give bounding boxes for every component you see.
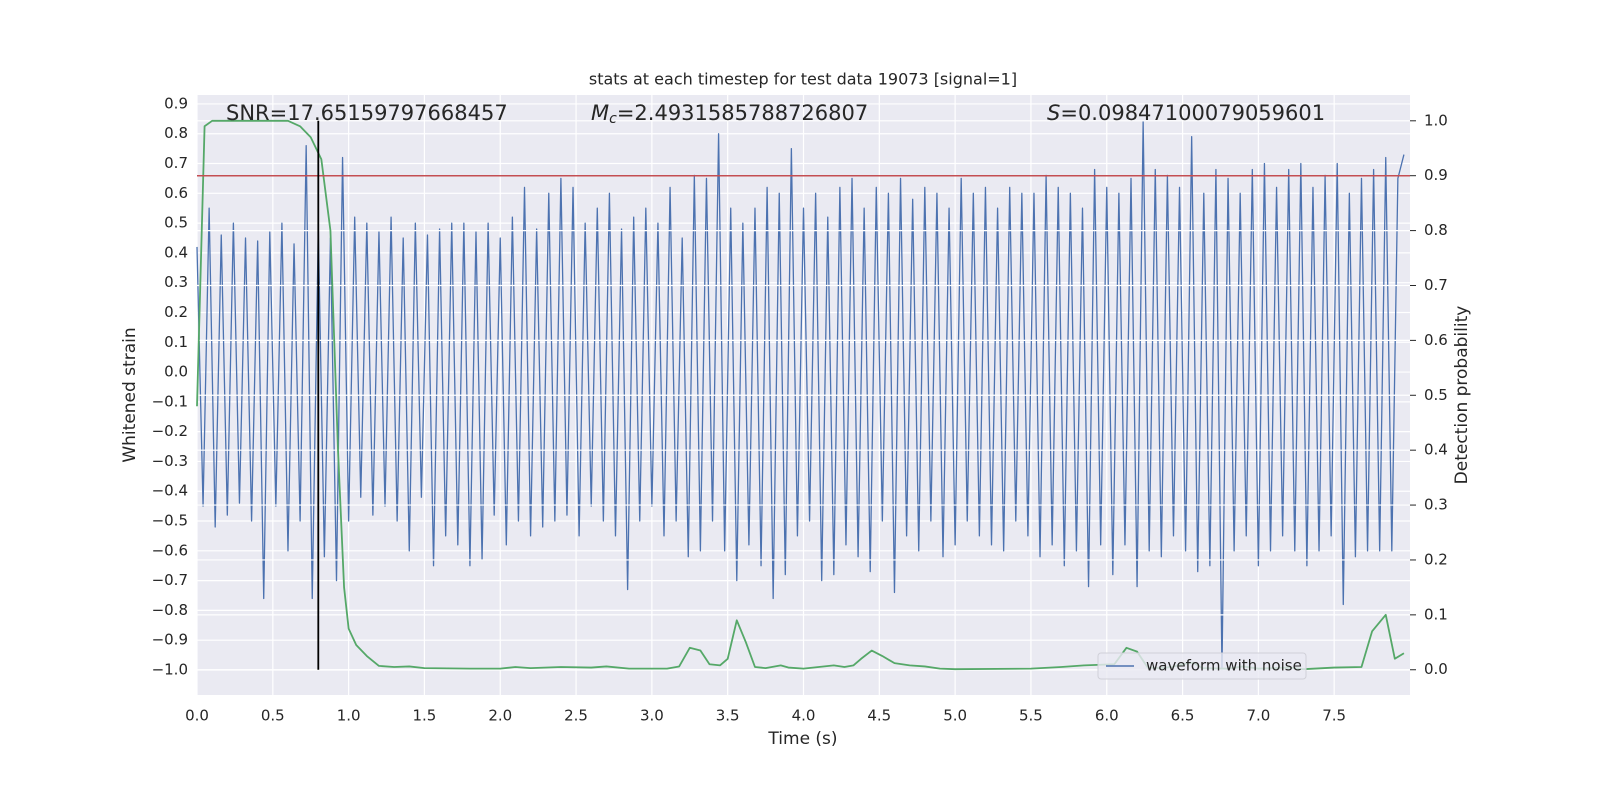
y2-tick-label: 0.9	[1424, 166, 1448, 184]
y-tick-label: 0.3	[164, 273, 188, 291]
y-tick-label: −0.5	[152, 512, 188, 530]
x-axis-label: Time (s)	[767, 729, 837, 749]
series-line	[196, 121, 1405, 671]
x-tick-label: 7.5	[1322, 707, 1346, 725]
annotation-text: =2.4931585788726807	[617, 101, 868, 125]
annotation: SNR=17.65159797668457	[226, 101, 508, 125]
y-tick-label: 0.8	[164, 124, 188, 142]
y-tick-label: 0.4	[164, 243, 188, 261]
y2-tick-label: 0.1	[1424, 605, 1448, 623]
annotation-symbol: S	[1047, 101, 1060, 125]
x-tick-label: 3.5	[716, 707, 740, 725]
legend-label: waveform with noise	[1146, 657, 1302, 675]
y-tick-label: 0.7	[164, 154, 188, 172]
x-tick-label: 2.5	[564, 707, 588, 725]
y2-tick-label: 0.3	[1424, 496, 1448, 514]
y2-tick-label: 0.0	[1424, 660, 1448, 678]
y2-tick-label: 0.7	[1424, 276, 1448, 294]
series-layer	[196, 121, 1405, 671]
x-tick-label: 5.5	[1019, 707, 1043, 725]
y-tick-label: −0.6	[152, 541, 188, 559]
x-tick-label: 5.0	[943, 707, 967, 725]
x-tick-label: 0.0	[185, 707, 209, 725]
legend-box	[1097, 652, 1307, 680]
y-tick-label: 0.2	[164, 303, 188, 321]
y-tick-label: −0.8	[152, 601, 188, 619]
x-tick-label: 0.5	[261, 707, 285, 725]
x-tick-label: 6.5	[1171, 707, 1195, 725]
y-tick-label: −0.9	[152, 631, 188, 649]
y2-tick-label: 0.4	[1424, 441, 1448, 459]
y2-tick-label: 0.8	[1424, 221, 1448, 239]
annotation-text: =0.09847100079059601	[1060, 101, 1325, 125]
annotation: Mc=2.4931585788726807	[591, 101, 868, 127]
x-tick-label: 1.5	[413, 707, 437, 725]
y-tick-label: 0.0	[164, 363, 188, 381]
y-tick-label: 0.1	[164, 333, 188, 351]
y-tick-label: 0.9	[164, 94, 188, 112]
x-tick-label: 7.0	[1246, 707, 1270, 725]
y-tick-label: −0.1	[152, 392, 188, 410]
annotation-text: SNR=17.65159797668457	[226, 101, 508, 125]
x-tick-label: 3.0	[640, 707, 664, 725]
y-axis-label: Whitened strain	[120, 327, 140, 462]
y-tick-label: −1.0	[152, 660, 188, 678]
y2-tick-label: 0.6	[1424, 331, 1448, 349]
y-tick-label: 0.6	[164, 184, 188, 202]
annotation: S=0.09847100079059601	[1047, 101, 1325, 125]
y-tick-label: −0.7	[152, 571, 188, 589]
x-tick-label: 6.0	[1095, 707, 1119, 725]
y-tick-label: −0.4	[152, 482, 188, 500]
y2-axis-label: Detection probability	[1452, 306, 1472, 485]
x-tick-label: 4.5	[867, 707, 891, 725]
y2-tick-label: 0.5	[1424, 386, 1448, 404]
x-tick-label: 2.0	[488, 707, 512, 725]
x-tick-label: 4.0	[792, 707, 816, 725]
y2-tick-label: 0.2	[1424, 550, 1448, 568]
chart-title: stats at each timestep for test data 190…	[589, 70, 1017, 89]
y-tick-label: 0.5	[164, 214, 188, 232]
y2-tick-label: 1.0	[1424, 111, 1448, 129]
y-tick-label: −0.3	[152, 452, 188, 470]
y-tick-label: −0.2	[152, 422, 188, 440]
annotation-symbol: M	[591, 101, 609, 125]
annotation-subscript: c	[609, 111, 617, 127]
x-tick-label: 1.0	[337, 707, 361, 725]
